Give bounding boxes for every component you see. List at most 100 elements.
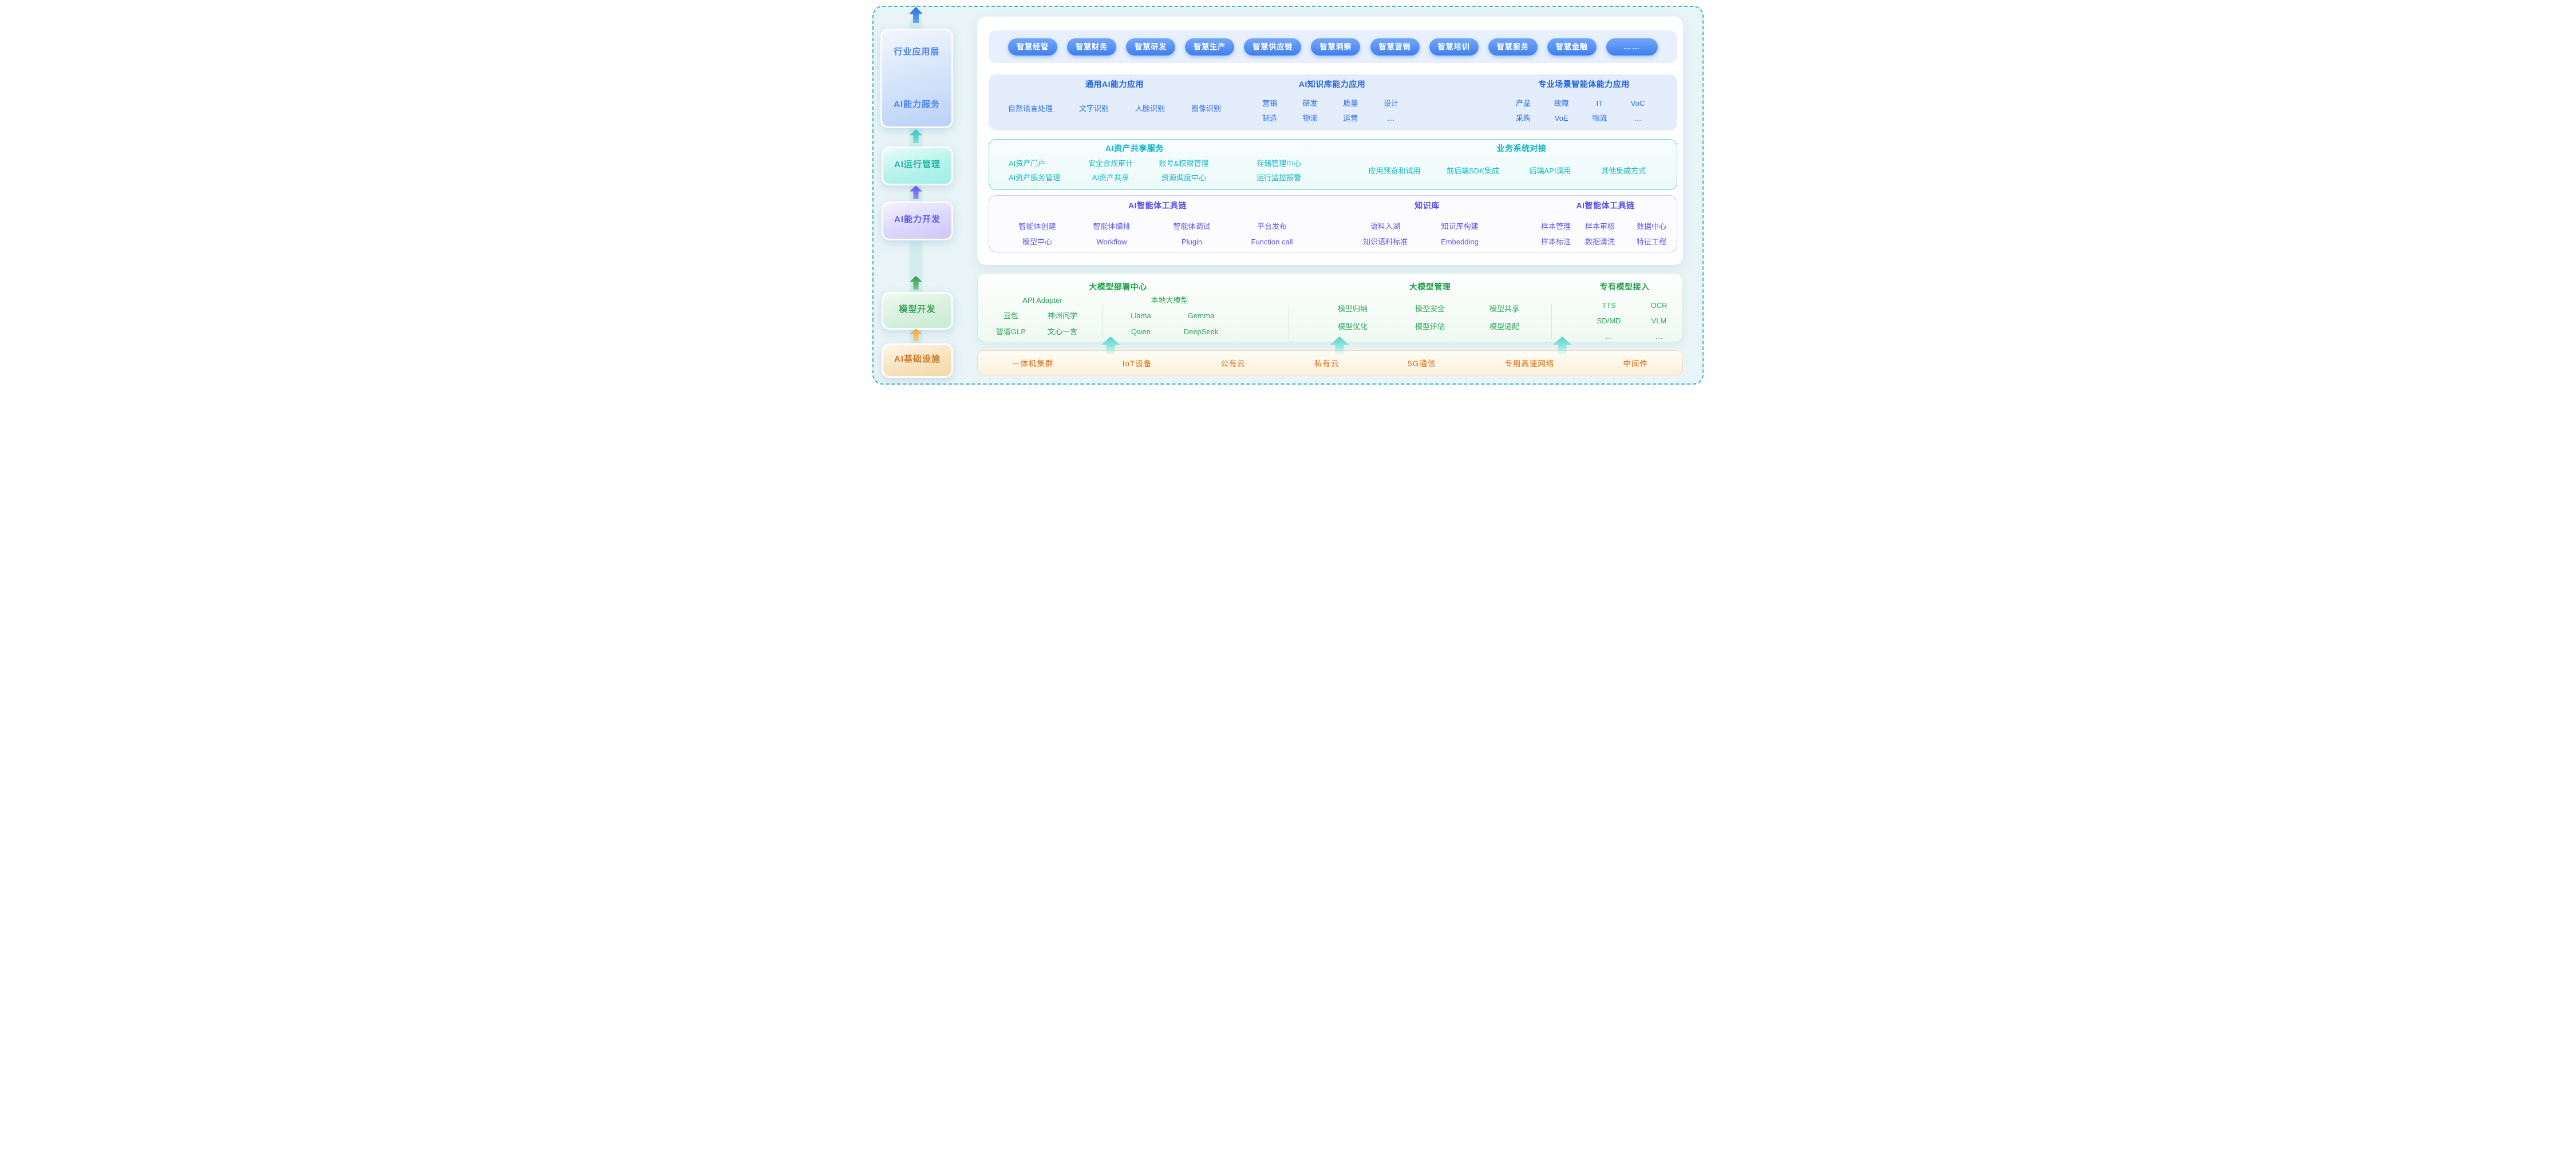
model-manage-title: 大模型管理: [1409, 282, 1451, 291]
general-ai-group: 通用AI能力应用 自然语言处理 文字识别 人脸识别 图像识别: [989, 74, 1240, 130]
sample-item-feature: 特征工程: [1636, 238, 1666, 246]
infra-item-iot-device: IoT设备: [1122, 359, 1152, 368]
system-integration-group: 业务系统对接 应用预览和试用 前后端SDK集成 后端API调用 其他集成方式: [1338, 140, 1678, 189]
model-item-vlm: VLM: [1651, 317, 1667, 325]
integration-item-other: 其他集成方式: [1601, 167, 1646, 175]
api-adapter-label: API Adapter: [1022, 296, 1062, 304]
infrastructure-bar: 一体机集群 IoT设备 公有云 私有云 5G通信 专用高速网络 中间件: [977, 350, 1683, 375]
agent-item-debug: 智能体调试: [1173, 222, 1211, 231]
layer-ai-infra: AI基础设施: [882, 343, 953, 378]
private-model-title: 专有模型接入: [1599, 282, 1650, 291]
sample-col-review: 样本审核 数据清洗: [1577, 219, 1623, 250]
agent-toolchain1-title: AI智能体工具链: [1128, 201, 1187, 210]
knowledge-app-group: AI知识库能力应用 营销 研发 质量 设计 制造 物流 运营 …: [1240, 74, 1424, 130]
sample-item-review: 样本审核: [1585, 222, 1615, 231]
infra-item-middleware: 中间件: [1623, 359, 1648, 368]
model-item-share: 模型共享: [1489, 304, 1519, 313]
api-col-2: 神州问学 文心一言: [1035, 308, 1090, 340]
scene-item-procurement: 采购: [1515, 114, 1531, 122]
sample-item-annotate: 样本标注: [1540, 238, 1571, 246]
pill-smart-rd: 智慧研发: [1126, 38, 1176, 56]
layer-label-ai-infra: AI基础设施: [894, 354, 941, 364]
pill-ellipsis: ……: [1606, 38, 1658, 56]
scene-item-more: …: [1634, 114, 1642, 122]
application-capability-panel: 智慧经管 智慧财务 智慧研发 智慧生产 智慧供应链 智慧洞察 智慧营销 智慧培训…: [977, 17, 1683, 265]
asset-share-title: AI资产共享服务: [1105, 144, 1164, 153]
kb-item-logistics: 物流: [1302, 114, 1318, 122]
scene-item-voc: VoC: [1630, 99, 1645, 108]
manage-col-1: 模型归纳 模型优化: [1324, 300, 1381, 335]
pill-smart-financial: 智慧金融: [1547, 38, 1597, 56]
asset-share-group: AI资产共享服务 AI资产门户 AI资产服务管理 安全合规审计 AI资产共享 账…: [1009, 140, 1306, 189]
local-col-2: Gemma DeepSeek: [1172, 308, 1230, 340]
kb-col-build: 知识库构建 Embedding: [1431, 219, 1488, 250]
local-col-1: Llama Qwen: [1115, 308, 1167, 340]
sample-item-clean: 数据清洗: [1585, 238, 1615, 246]
agent-item-workflow: Workflow: [1096, 238, 1127, 246]
agent-col-create: 智能体创建 模型中心: [1009, 219, 1066, 250]
asset-item-share: AI资产共享: [1092, 173, 1129, 182]
agent-scene-title: 专业场景智能体能力应用: [1538, 80, 1630, 89]
model-item-deepseek: DeepSeek: [1183, 327, 1219, 336]
kb-item-design: 设计: [1383, 99, 1398, 108]
asset-col-storage: 存储管理中心 运行监控报警: [1249, 156, 1309, 185]
kb-item-corpus-standard: 知识语料标准: [1362, 238, 1408, 246]
ai-asset-strip: AI资产共享服务 AI资产门户 AI资产服务管理 安全合规审计 AI资产共享 账…: [989, 139, 1677, 190]
layer-label-industry-app: 行业应用层: [894, 47, 940, 57]
cap-item-ocr-text: 文字识别: [1078, 104, 1109, 113]
agent-item-model-center: 模型中心: [1022, 238, 1052, 246]
pill-smart-supply-chain: 智慧供应链: [1244, 38, 1302, 56]
layer-label-model-dev: 模型开发: [899, 304, 936, 314]
api-col-1: 豆包 智谱GLP: [988, 308, 1034, 340]
asset-col-audit: 安全合规审计 AI资产共享: [1078, 156, 1143, 185]
asset-col-account: 账号&权限管理 资源调度中心: [1148, 156, 1219, 185]
model-item-shenzhou: 神州问学: [1047, 311, 1077, 320]
integration-item-sdk: 前后端SDK集成: [1447, 167, 1499, 175]
knowledge-base-group: 知识库 语料入湖 知识语料标准 知识库构建 Embedding: [1333, 196, 1522, 252]
agent-col-debug: 智能体调试 Plugin: [1163, 219, 1220, 250]
private-col-2: OCR VLM …: [1633, 298, 1685, 344]
general-ai-title: 通用AI能力应用: [1085, 80, 1144, 89]
kb-item-marketing: 营销: [1262, 99, 1277, 108]
kb-item-more: …: [1387, 114, 1395, 122]
model-item-induction: 模型归纳: [1337, 304, 1368, 313]
kb-item-manufacture: 制造: [1262, 114, 1277, 122]
manage-col-3: 模型共享 模型适配: [1476, 300, 1533, 335]
sample-col-manage: 样本管理 样本标注: [1533, 219, 1579, 250]
knowledge-app-title: AI知识库能力应用: [1298, 80, 1366, 89]
layer-label-ai-ops: AI运行管理: [894, 160, 941, 169]
agent-toolchain-group-2: AI智能体工具链 样本管理 样本标注 样本审核 数据清洗 数据中心 特征工程: [1533, 196, 1678, 252]
knowledge-base-title: 知识库: [1415, 201, 1440, 210]
agent-scene-group: 专业场景智能体能力应用 产品 故障 IT VoC 采购 VoE 物流 …: [1504, 74, 1664, 130]
infra-item-dedicated-network: 专用高速网络: [1504, 359, 1555, 368]
scene-item-logistics: 物流: [1592, 114, 1607, 122]
local-model-label: 本地大模型: [1151, 296, 1188, 304]
model-item-optimize: 模型优化: [1337, 322, 1368, 331]
system-integration-title: 业务系统对接: [1496, 144, 1547, 153]
pill-smart-service: 智慧服务: [1488, 38, 1538, 56]
agent-item-platform-publish: 平台发布: [1257, 222, 1287, 231]
agent-toolchain-group-1: AI智能体工具链 智能体创建 模型中心 智能体编排 Workflow 智能体调试…: [1009, 196, 1306, 252]
kb-item-build: 知识库构建: [1441, 222, 1479, 231]
large-model-panel: 大模型部署中心 API Adapter 豆包 智谱GLP 神州问学 文心一言 本…: [977, 273, 1683, 342]
manage-col-2: 模型安全 模型评估: [1401, 300, 1459, 335]
kb-item-operation: 运营: [1343, 114, 1358, 122]
layer-app-service: 行业应用层 AI能力服务: [880, 29, 953, 128]
agent-col-orchestrate: 智能体编排 Workflow: [1083, 219, 1140, 250]
pill-smart-production: 智慧生产: [1185, 38, 1235, 56]
private-col-1: TTS SD/MD …: [1582, 298, 1636, 344]
ai-agent-strip: AI智能体工具链 智能体创建 模型中心 智能体编排 Workflow 智能体调试…: [989, 195, 1677, 252]
kb-item-embedding: Embedding: [1441, 238, 1479, 246]
infra-item-public-cloud: 公有云: [1220, 359, 1246, 368]
model-item-zhipu-glp: 智谱GLP: [995, 327, 1026, 336]
model-item-security: 模型安全: [1415, 304, 1445, 313]
model-item-llama: Llama: [1131, 311, 1151, 320]
asset-item-audit: 安全合规审计: [1088, 159, 1133, 168]
infra-item-private-cloud: 私有云: [1314, 359, 1340, 368]
scene-item-voe: VoE: [1554, 114, 1568, 122]
divider: [1102, 306, 1103, 338]
sample-col-data-center: 数据中心 特征工程: [1626, 219, 1677, 250]
model-item-more-2: …: [1655, 332, 1663, 341]
scene-item-it: IT: [1596, 99, 1603, 108]
model-item-wenxin: 文心一言: [1047, 327, 1077, 336]
